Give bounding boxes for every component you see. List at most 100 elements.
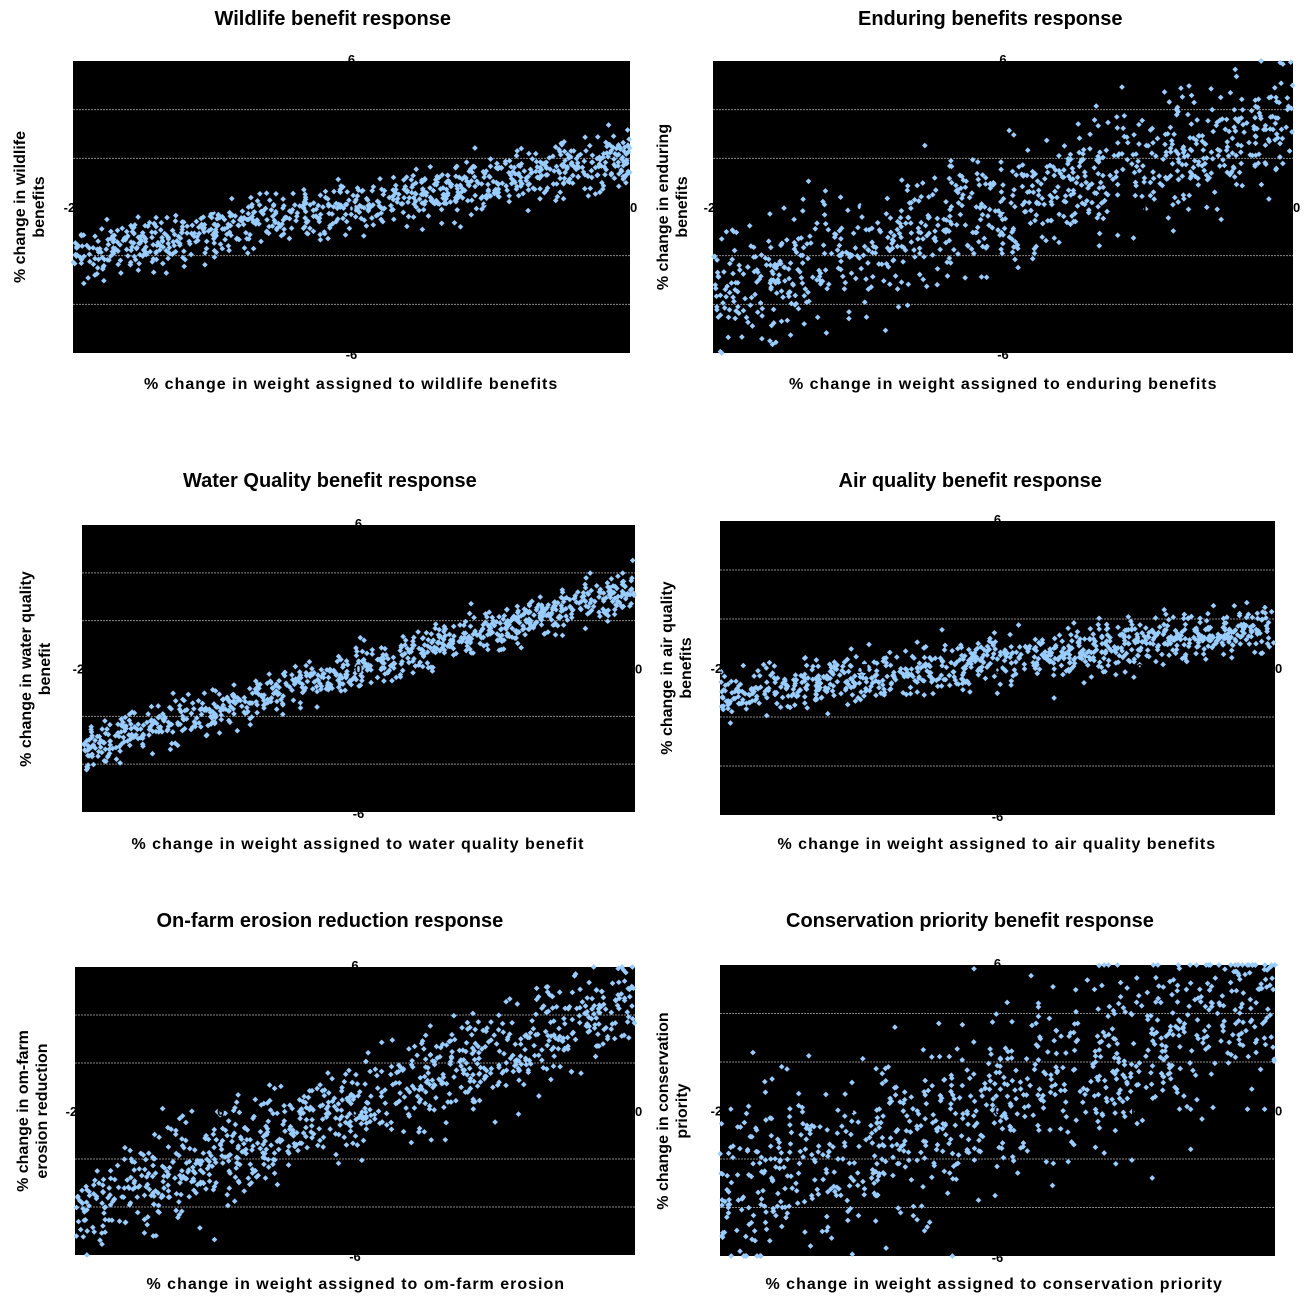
- data-point: [422, 1100, 429, 1107]
- data-point: [1057, 170, 1064, 177]
- data-point: [1103, 626, 1110, 633]
- data-point: [1009, 192, 1016, 199]
- data-point: [886, 649, 893, 656]
- data-point: [1273, 166, 1279, 173]
- data-point: [164, 1173, 171, 1180]
- data-point: [856, 680, 863, 686]
- data-point: [1124, 156, 1131, 163]
- data-point: [280, 702, 286, 708]
- data-point: [457, 622, 463, 628]
- data-point: [583, 147, 589, 154]
- data-point: [341, 1078, 348, 1085]
- data-point: [588, 587, 595, 594]
- data-point: [79, 1187, 85, 1194]
- data-point: [246, 1181, 253, 1188]
- data-point: [986, 206, 993, 213]
- data-point: [1124, 985, 1130, 991]
- data-point: [145, 1170, 152, 1177]
- data-point: [179, 223, 186, 230]
- data-point: [149, 1154, 156, 1160]
- x-tick-label: 0: [994, 661, 1001, 676]
- data-point: [182, 707, 188, 714]
- data-point: [184, 230, 190, 236]
- data-point: [994, 690, 1001, 697]
- data-point: [503, 183, 509, 189]
- data-point: [94, 265, 101, 271]
- data-point: [849, 692, 856, 698]
- data-point: [1024, 172, 1030, 179]
- data-point: [188, 230, 195, 237]
- data-point: [189, 700, 196, 706]
- data-point: [971, 965, 977, 972]
- chart-title: On-farm erosion reduction response: [156, 910, 504, 932]
- data-point: [297, 699, 304, 706]
- data-point: [1038, 181, 1044, 187]
- data-point: [410, 634, 417, 641]
- data-point: [799, 280, 806, 287]
- data-point: [521, 168, 528, 174]
- data-point: [266, 671, 273, 677]
- data-point: [578, 1070, 584, 1077]
- data-point: [291, 202, 298, 208]
- data-point: [856, 670, 863, 676]
- data-point: [1028, 207, 1034, 214]
- data-point: [123, 228, 130, 235]
- data-point: [459, 1024, 465, 1031]
- x-tick-label: 10: [490, 662, 504, 677]
- data-point: [834, 247, 841, 253]
- data-point: [989, 654, 996, 661]
- data-point: [603, 594, 609, 601]
- data-point: [1243, 599, 1250, 606]
- data-point: [451, 1074, 457, 1080]
- data-point: [1124, 139, 1131, 146]
- data-point: [1074, 1037, 1081, 1043]
- data-point: [1270, 639, 1277, 646]
- data-point: [593, 1043, 600, 1049]
- data-point: [608, 1026, 615, 1032]
- data-point: [904, 183, 911, 189]
- data-point: [522, 631, 528, 638]
- data-point: [1090, 641, 1097, 647]
- data-point: [727, 720, 734, 726]
- data-point: [1194, 644, 1200, 650]
- data-point: [563, 594, 570, 601]
- data-point: [1136, 167, 1143, 174]
- data-point: [916, 675, 922, 682]
- data-point: [281, 1102, 287, 1109]
- data-point: [747, 302, 754, 309]
- data-point: [421, 1128, 428, 1135]
- data-point: [1200, 651, 1207, 657]
- data-point: [543, 612, 550, 619]
- data-point: [619, 154, 626, 161]
- data-point: [359, 677, 365, 684]
- data-point: [1020, 1140, 1027, 1146]
- data-point: [989, 640, 996, 647]
- data-point: [1006, 127, 1013, 134]
- data-point: [506, 192, 513, 199]
- data-point: [325, 235, 331, 242]
- data-point: [270, 690, 277, 697]
- data-point: [880, 278, 887, 284]
- data-point: [520, 1081, 527, 1088]
- data-point: [1180, 144, 1187, 150]
- data-point: [1129, 1157, 1135, 1163]
- data-point: [1036, 1127, 1042, 1134]
- data-point: [1029, 255, 1036, 262]
- data-point: [1191, 99, 1197, 106]
- data-point: [768, 277, 774, 284]
- data-point: [155, 1202, 162, 1209]
- data-point: [215, 222, 221, 229]
- data-point: [302, 208, 309, 215]
- data-point: [484, 614, 490, 620]
- data-point: [546, 1037, 552, 1044]
- data-point: [846, 315, 852, 322]
- data-point: [351, 1094, 357, 1100]
- data-point: [431, 1061, 438, 1068]
- data-point: [575, 174, 581, 180]
- x-tick-label: 10: [1129, 661, 1143, 676]
- data-point: [579, 164, 586, 171]
- x-tick-label: 20: [628, 1104, 642, 1119]
- data-point: [128, 721, 134, 727]
- data-point: [592, 1021, 598, 1028]
- data-point: [211, 240, 218, 246]
